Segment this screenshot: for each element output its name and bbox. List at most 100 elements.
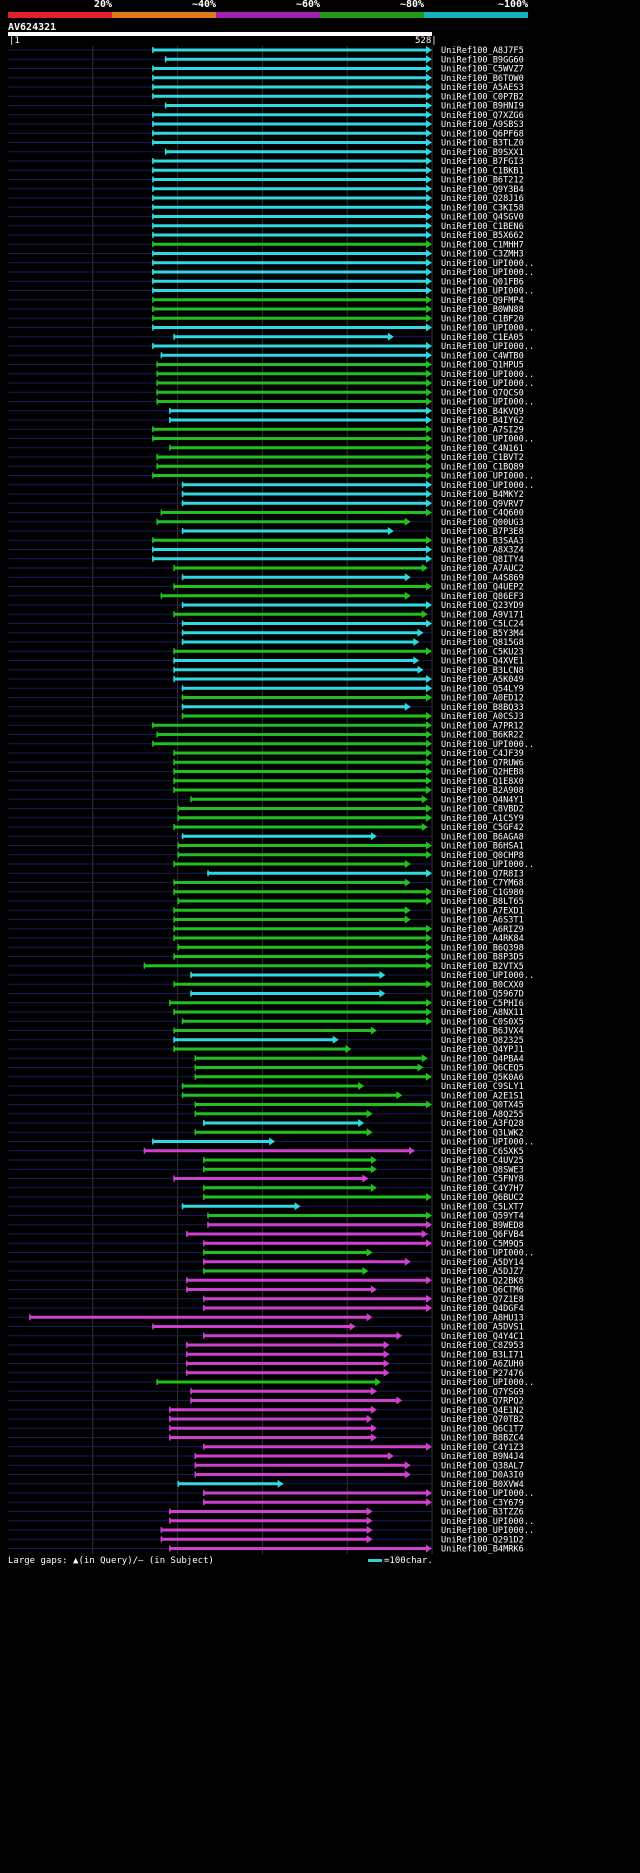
hit-label[interactable]: UniRef100_A6ZUH0 [441, 1360, 524, 1370]
hit-label[interactable]: UniRef100_A8NX11 [441, 1008, 524, 1018]
hit-label[interactable]: UniRef100_B0WN88 [441, 305, 524, 315]
hit-row[interactable]: UniRef100_B7P3E8 [8, 527, 524, 537]
hit-label[interactable]: UniRef100_A4S869 [441, 573, 524, 583]
hit-label[interactable]: UniRef100_B9N4J4 [441, 1452, 524, 1462]
hit-row[interactable]: UniRef100_C5KU23 [8, 647, 524, 657]
hit-row[interactable]: UniRef100_C1G980 [8, 887, 524, 898]
hit-label[interactable]: UniRef100_A8HU13 [441, 1313, 524, 1323]
hit-row[interactable]: UniRef100_A7PR12 [8, 721, 524, 731]
hit-row[interactable]: UniRef100_UPI000... [8, 860, 536, 870]
hit-label[interactable]: UniRef100_UPI000... [441, 435, 536, 445]
hit-row[interactable]: UniRef100_UPI000... [8, 1378, 536, 1388]
hit-label[interactable]: UniRef100_B9GG60 [441, 55, 524, 65]
hit-label[interactable]: UniRef100_B0CXX0 [441, 980, 524, 990]
hit-row[interactable]: UniRef100_Q291D2 [8, 1535, 524, 1545]
hit-row[interactable]: UniRef100_Q9VRV7 [8, 499, 524, 509]
hit-label[interactable]: UniRef100_Q9Y3B4 [441, 185, 524, 195]
hit-label[interactable]: UniRef100_Q9FMP4 [441, 296, 524, 306]
hit-row[interactable]: UniRef100_C5M9Q5 [8, 1239, 524, 1249]
hit-label[interactable]: UniRef100_B3SAA3 [441, 536, 524, 546]
hit-label[interactable]: UniRef100_C1MHH7 [441, 240, 524, 250]
hit-label[interactable]: UniRef100_B4MRK6 [441, 1545, 524, 1555]
hit-row[interactable]: UniRef100_A8X3Z4 [8, 545, 524, 556]
hit-row[interactable]: UniRef100_B0WN88 [8, 305, 524, 315]
hit-row[interactable]: UniRef100_A5K049 [8, 675, 524, 685]
hit-label[interactable]: UniRef100_C1BF20 [441, 314, 524, 324]
hit-row[interactable]: UniRef100_UPI000... [8, 268, 536, 278]
hit-label[interactable]: UniRef100_P27476 [441, 1369, 524, 1379]
hit-row[interactable]: UniRef100_UPI000... [8, 379, 536, 389]
hit-label[interactable]: UniRef100_B6JVX4 [441, 1027, 524, 1037]
hit-label[interactable]: UniRef100_A5DY14 [441, 1258, 524, 1268]
hit-row[interactable]: UniRef100_B4KVQ9 [8, 406, 524, 417]
hit-row[interactable]: UniRef100_A8HU13 [8, 1313, 524, 1323]
hit-label[interactable]: UniRef100_A7SI29 [441, 425, 524, 435]
hit-label[interactable]: UniRef100_Q9VRV7 [441, 499, 524, 509]
hit-label[interactable]: UniRef100_Q7YSG9 [441, 1387, 524, 1397]
hit-label[interactable]: UniRef100_UPI000... [441, 472, 536, 482]
hit-label[interactable]: UniRef100_B3TZZ6 [441, 1508, 524, 1518]
hit-row[interactable]: UniRef100_Q23YD9 [8, 601, 524, 611]
hit-label[interactable]: UniRef100_C4Q600 [441, 509, 524, 519]
hit-row[interactable]: UniRef100_B3LI71 [8, 1350, 524, 1360]
hit-row[interactable]: UniRef100_A6ZUH0 [8, 1359, 524, 1370]
hit-label[interactable]: UniRef100_Q4UEP2 [441, 583, 524, 593]
hit-row[interactable]: UniRef100_C4JF39 [8, 749, 524, 759]
hit-row[interactable]: UniRef100_UPI000... [8, 286, 536, 297]
hit-label[interactable]: UniRef100_Q4YPJ1 [441, 1045, 524, 1055]
hit-row[interactable]: UniRef100_A4RK84 [8, 934, 524, 944]
hit-label[interactable]: UniRef100_C1G980 [441, 888, 524, 898]
hit-row[interactable]: UniRef100_A8Q255 [8, 1109, 524, 1120]
hit-row[interactable]: UniRef100_A4S869 [8, 573, 524, 583]
hit-row[interactable]: UniRef100_C1BKB1 [8, 166, 524, 176]
hit-row[interactable]: UniRef100_UPI000... [8, 471, 536, 482]
hit-row[interactable]: UniRef100_C3ZMH3 [8, 249, 524, 260]
hit-label[interactable]: UniRef100_B5X662 [441, 231, 524, 241]
hit-label[interactable]: UniRef100_B6AGA8 [441, 832, 524, 842]
hit-label[interactable]: UniRef100_A1C5Y9 [441, 814, 524, 824]
hit-row[interactable]: UniRef100_UPI000... [8, 1137, 536, 1148]
hit-row[interactable]: UniRef100_UPI000... [8, 323, 536, 334]
hit-label[interactable]: UniRef100_A9SBS3 [441, 120, 524, 130]
hit-row[interactable]: UniRef100_UPI000... [8, 1526, 536, 1536]
hit-row[interactable]: UniRef100_Q7Z1E8 [8, 1294, 524, 1305]
hit-row[interactable]: UniRef100_UPI000... [8, 397, 536, 408]
hit-label[interactable]: UniRef100_C1BQ89 [441, 462, 524, 472]
hit-label[interactable]: UniRef100_Q5K0A6 [441, 1073, 524, 1083]
hit-label[interactable]: UniRef100_Q00UG3 [441, 518, 524, 528]
hit-row[interactable]: UniRef100_UPI000... [8, 258, 536, 269]
hit-row[interactable]: UniRef100_B2VTX5 [8, 961, 524, 972]
hit-label[interactable]: UniRef100_C4N161 [441, 444, 524, 454]
hit-row[interactable]: UniRef100_B2A908 [8, 786, 524, 796]
hit-label[interactable]: UniRef100_A6S3T1 [441, 916, 524, 926]
hit-label[interactable]: UniRef100_C1BKB1 [441, 166, 524, 176]
hit-row[interactable]: UniRef100_C1BVT2 [8, 453, 524, 463]
hit-row[interactable]: UniRef100_B4IY62 [8, 416, 524, 426]
hit-label[interactable]: UniRef100_C9SLY1 [441, 1082, 524, 1092]
hit-row[interactable]: UniRef100_C4WTB0 [8, 351, 524, 361]
hit-row[interactable]: UniRef100_Q6BUC2 [8, 1193, 524, 1203]
hit-label[interactable]: UniRef100_A0ED12 [441, 694, 524, 704]
hit-row[interactable]: UniRef100_UPI000... [8, 739, 536, 750]
hit-row[interactable]: UniRef100_B6T212 [8, 175, 524, 186]
hit-label[interactable]: UniRef100_Q6BUC2 [441, 1193, 524, 1203]
hit-row[interactable]: UniRef100_B4MRK6 [8, 1544, 524, 1555]
hit-row[interactable]: UniRef100_C1MHH7 [8, 240, 524, 250]
hit-row[interactable]: UniRef100_C4N161 [8, 443, 524, 454]
hit-row[interactable]: UniRef100_UPI000... [8, 480, 536, 491]
hit-label[interactable]: UniRef100_A0CSJ3 [441, 712, 524, 722]
hit-label[interactable]: UniRef100_C8VBD2 [441, 805, 524, 815]
hit-row[interactable]: UniRef100_Q6CTM6 [8, 1285, 524, 1296]
hit-row[interactable]: UniRef100_UPI000... [8, 1516, 536, 1527]
hit-label[interactable]: UniRef100_C1EA05 [441, 333, 524, 343]
hit-row[interactable]: UniRef100_Q7YSG9 [8, 1387, 524, 1397]
hit-row[interactable]: UniRef100_B8P3D5 [8, 952, 524, 963]
hit-label[interactable]: UniRef100_UPI000... [441, 740, 536, 750]
hit-label[interactable]: UniRef100_Q23YD9 [441, 601, 524, 611]
hit-label[interactable]: UniRef100_A6RIZ9 [441, 925, 524, 935]
hit-label[interactable]: UniRef100_UPI000... [441, 398, 536, 408]
hit-row[interactable]: UniRef100_B6AGA8 [8, 832, 524, 842]
hit-row[interactable]: UniRef100_C8Z953 [8, 1341, 524, 1351]
hit-row[interactable]: UniRef100_A9SBS3 [8, 120, 524, 130]
hit-row[interactable]: UniRef100_D0A3I0 [8, 1470, 524, 1481]
